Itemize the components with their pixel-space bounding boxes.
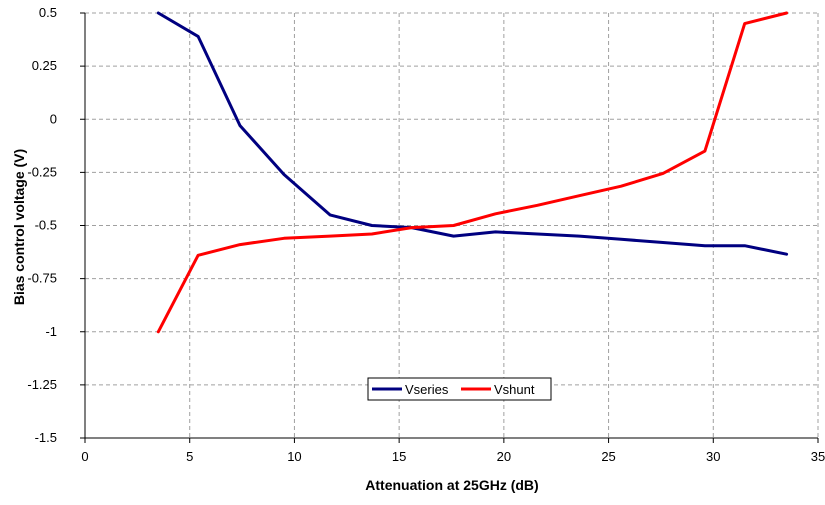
series-line-vseries	[156, 11, 789, 256]
y-tick-label: 0	[50, 111, 57, 126]
x-tick-label: 30	[706, 449, 720, 464]
legend: Vseries Vshunt	[367, 377, 552, 401]
x-tick-label: 0	[81, 449, 88, 464]
series-layer	[156, 11, 789, 334]
y-tick-label: -0.5	[35, 218, 57, 233]
x-tick-label: 15	[392, 449, 406, 464]
x-axis-title: Attenuation at 25GHz (dB)	[365, 477, 538, 493]
x-tick-label: 10	[287, 449, 301, 464]
y-tick-label: -1.25	[27, 377, 57, 392]
axis-layer	[80, 12, 819, 443]
x-tick-label: 25	[601, 449, 615, 464]
y-tick-label: -0.25	[27, 164, 57, 179]
legend-label-vshunt: Vshunt	[494, 382, 535, 397]
y-tick-label: -1	[45, 324, 57, 339]
x-tick-label: 35	[811, 449, 825, 464]
y-tick-label: -1.5	[35, 430, 57, 445]
y-tick-label: 0.5	[39, 5, 57, 20]
legend-label-vseries: Vseries	[405, 382, 449, 397]
legend-box	[367, 377, 552, 401]
y-axis-title: Bias control voltage (V)	[11, 149, 27, 305]
x-tick-label: 20	[497, 449, 511, 464]
series-line-vshunt	[156, 11, 789, 334]
y-tick-label: -0.75	[27, 271, 57, 286]
y-tick-label: 0.25	[32, 58, 57, 73]
x-tick-label: 5	[186, 449, 193, 464]
label-layer: -1.5 -1.25 -1 -0.75 -0.5 -0.25 0 0.25 0.5 0 5 10 15 2…	[27, 5, 825, 464]
